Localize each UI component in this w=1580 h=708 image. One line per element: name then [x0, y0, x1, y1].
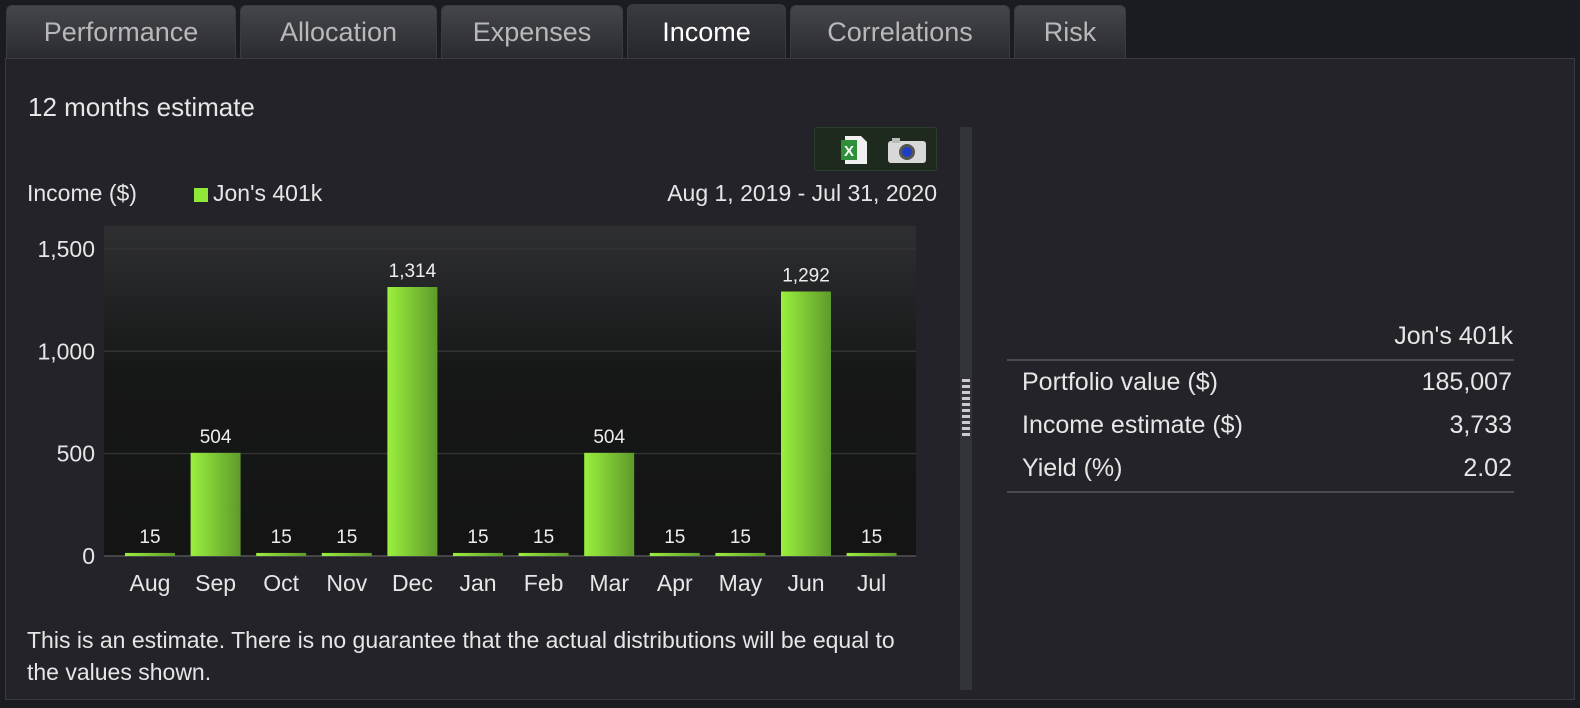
- bar-value-label: 15: [664, 527, 685, 548]
- chart-ylabel: Income ($): [27, 180, 137, 206]
- x-tick-label: Mar: [589, 570, 629, 596]
- date-range: Aug 1, 2019 - Jul 31, 2020: [667, 180, 937, 206]
- bar-value-label: 15: [467, 527, 488, 548]
- tab-expenses[interactable]: Expenses: [441, 5, 623, 58]
- bar-value-label: 15: [336, 527, 357, 548]
- x-tick-label: Apr: [657, 570, 693, 596]
- bar-value-label: 15: [139, 527, 160, 548]
- bar-value-label: 15: [533, 527, 554, 548]
- x-tick-label: Dec: [392, 570, 433, 596]
- tab-allocation[interactable]: Allocation: [240, 5, 437, 58]
- x-tick-label: Jun: [787, 570, 824, 596]
- section-title: 12 months estimate: [28, 92, 255, 122]
- row-label: Yield (%): [1022, 454, 1123, 482]
- summary-row: Portfolio value ($) 185,007: [1022, 368, 1512, 397]
- row-value: 3,733: [1449, 411, 1512, 439]
- x-tick-label: Feb: [524, 570, 564, 596]
- bar-value-label: 1,292: [782, 266, 830, 287]
- income-bar-chart: 0 500 1,000 1,500 15 Aug 504 Sep 15 Oct 15 Nov 1,314…: [37, 226, 916, 596]
- row-value: 2.02: [1463, 454, 1512, 482]
- divider: [1007, 491, 1514, 493]
- bar-jul[interactable]: [846, 552, 897, 556]
- bar-dec[interactable]: [387, 287, 438, 556]
- y-tick-label: 1,000: [37, 338, 95, 364]
- disclaimer: This is an estimate. There is no guarant…: [27, 627, 895, 685]
- bar-apr[interactable]: [649, 552, 700, 556]
- bar-value-label: 504: [593, 427, 625, 448]
- y-tick-label: 500: [57, 441, 95, 467]
- row-label: Income estimate ($): [1022, 411, 1243, 439]
- bar-value-label: 15: [271, 527, 292, 548]
- bar-value-label: 504: [200, 427, 232, 448]
- bar-value-label: 15: [861, 527, 882, 548]
- tab-performance[interactable]: Performance: [6, 5, 236, 58]
- summary-row: Income estimate ($) 3,733: [1022, 411, 1512, 440]
- bar-jan[interactable]: [453, 552, 503, 556]
- x-tick-label: Aug: [130, 570, 171, 596]
- row-value: 185,007: [1421, 368, 1512, 396]
- tab-income[interactable]: Income: [627, 4, 786, 59]
- bar-oct[interactable]: [256, 552, 307, 556]
- y-tick-label: 0: [82, 543, 95, 569]
- bar-jun[interactable]: [781, 291, 831, 556]
- x-tick-label: Nov: [326, 570, 367, 596]
- tab-risk[interactable]: Risk: [1014, 5, 1126, 58]
- x-tick-label: Oct: [263, 570, 299, 596]
- x-tick-label: May: [719, 570, 763, 596]
- bar-sep[interactable]: [190, 452, 241, 556]
- bar-mar[interactable]: [584, 452, 635, 556]
- divider: [1007, 359, 1514, 361]
- legend-label[interactable]: Jon's 401k: [213, 180, 323, 206]
- row-label: Portfolio value ($): [1022, 368, 1218, 396]
- bar-value-label: 15: [730, 527, 751, 548]
- splitter-grip-icon: [962, 379, 970, 439]
- x-tick-label: Jan: [459, 570, 496, 596]
- x-tick-label: Jul: [857, 570, 886, 596]
- excel-export-icon[interactable]: X: [839, 134, 871, 166]
- bar-value-label: 1,314: [389, 261, 437, 282]
- bar-nov[interactable]: [321, 552, 372, 556]
- bar-feb[interactable]: [518, 552, 569, 556]
- summary-row: Yield (%) 2.02: [1022, 454, 1512, 483]
- tab-correlations[interactable]: Correlations: [790, 5, 1010, 58]
- y-tick-label: 1,500: [37, 236, 95, 262]
- x-tick-label: Sep: [195, 570, 236, 596]
- panel-splitter[interactable]: [960, 127, 972, 690]
- bar-aug[interactable]: [125, 552, 175, 556]
- summary-column-header: Jon's 401k: [1394, 322, 1513, 350]
- camera-snapshot-icon[interactable]: [887, 136, 927, 164]
- chart-toolbar: X: [814, 127, 937, 171]
- svg-text:X: X: [844, 143, 854, 160]
- bar-may[interactable]: [715, 552, 766, 556]
- legend-swatch: [194, 188, 208, 202]
